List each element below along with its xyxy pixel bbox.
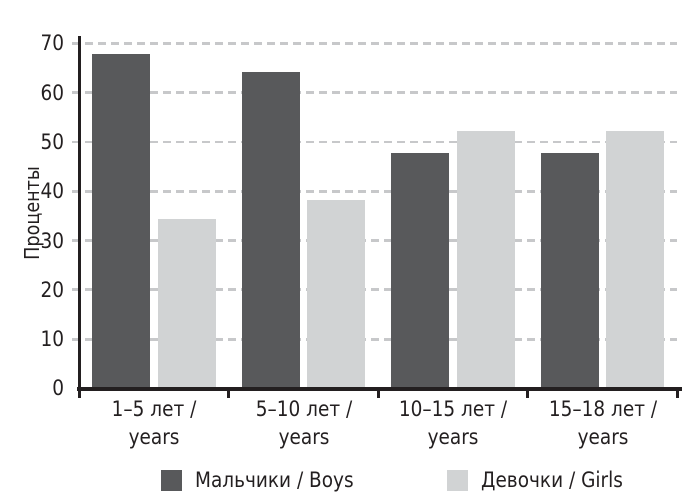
x-category-label-line1: 1–5 лет / [111, 397, 197, 421]
x-axis-tick-4 [675, 390, 679, 398]
y-tick-label-50: 50 [40, 129, 64, 154]
y-axis-line [77, 36, 81, 391]
gridline-10 [72, 337, 677, 341]
gridline-30 [72, 239, 677, 242]
y-tick-label-10: 10 [40, 327, 64, 352]
bar-boys-group2 [241, 71, 300, 387]
bar-girls-group1 [157, 219, 216, 387]
x-category-label-3: 10–15 лет / years [387, 395, 519, 451]
y-tick-label-70: 70 [40, 31, 64, 56]
bar-boys-group4 [540, 152, 599, 387]
x-category-label-line2: years [278, 425, 329, 449]
y-tick-label-20: 20 [40, 277, 64, 302]
bar-boys-group3 [391, 152, 449, 387]
x-category-label-line2: years [427, 425, 479, 449]
legend-label-boys: Мальчики / Boys [195, 468, 354, 492]
gridline-60 [72, 91, 677, 95]
legend-label-girls: Девочки / Girls [481, 468, 623, 492]
x-category-label-1: 1–5 лет / years [88, 395, 220, 451]
gridline-20 [72, 288, 677, 292]
y-tick-label-40: 40 [40, 179, 64, 204]
x-category-label-2: 5–10 лет / years [238, 395, 370, 451]
x-axis-tick-2 [376, 390, 380, 398]
bar-girls-group2 [307, 199, 365, 387]
x-category-label-line2: years [128, 425, 180, 449]
gridline-40 [72, 189, 677, 193]
x-axis-tick-3 [526, 390, 529, 398]
legend-item-girls: Девочки / Girls [447, 469, 642, 492]
y-tick-label-30: 30 [40, 228, 64, 253]
bar-boys-group1 [92, 54, 150, 387]
x-axis-tick-0 [77, 390, 81, 398]
y-tick-label-0: 0 [52, 376, 64, 401]
legend-swatch-girls [447, 470, 468, 491]
x-axis-line [77, 387, 682, 391]
x-category-label-line2: years [577, 425, 628, 449]
legend-swatch-boys [161, 470, 182, 491]
bar-girls-group3 [456, 130, 515, 387]
legend-item-boys: Мальчики / Boys [161, 469, 375, 492]
y-axis-title: Проценты [20, 166, 44, 260]
x-category-label-line1: 10–15 лет / [398, 397, 508, 421]
gridline-50 [72, 140, 677, 144]
x-axis-tick-1 [227, 390, 230, 398]
x-category-label-4: 15–18 лет / years [537, 395, 669, 451]
x-category-label-line1: 5–10 лет / [255, 397, 352, 421]
gridline-70 [72, 42, 677, 45]
x-category-label-line1: 15–18 лет / [548, 397, 657, 421]
bar-girls-group4 [606, 130, 664, 387]
y-tick-label-60: 60 [40, 80, 64, 105]
